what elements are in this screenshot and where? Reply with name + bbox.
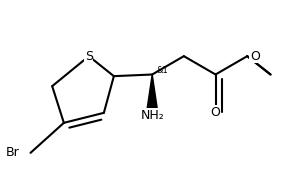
Text: &1: &1: [157, 66, 168, 75]
Text: O: O: [250, 50, 260, 63]
Text: NH₂: NH₂: [140, 109, 164, 122]
Text: O: O: [211, 106, 220, 119]
Polygon shape: [146, 74, 159, 120]
Text: Br: Br: [6, 146, 20, 159]
Text: S: S: [85, 50, 93, 63]
